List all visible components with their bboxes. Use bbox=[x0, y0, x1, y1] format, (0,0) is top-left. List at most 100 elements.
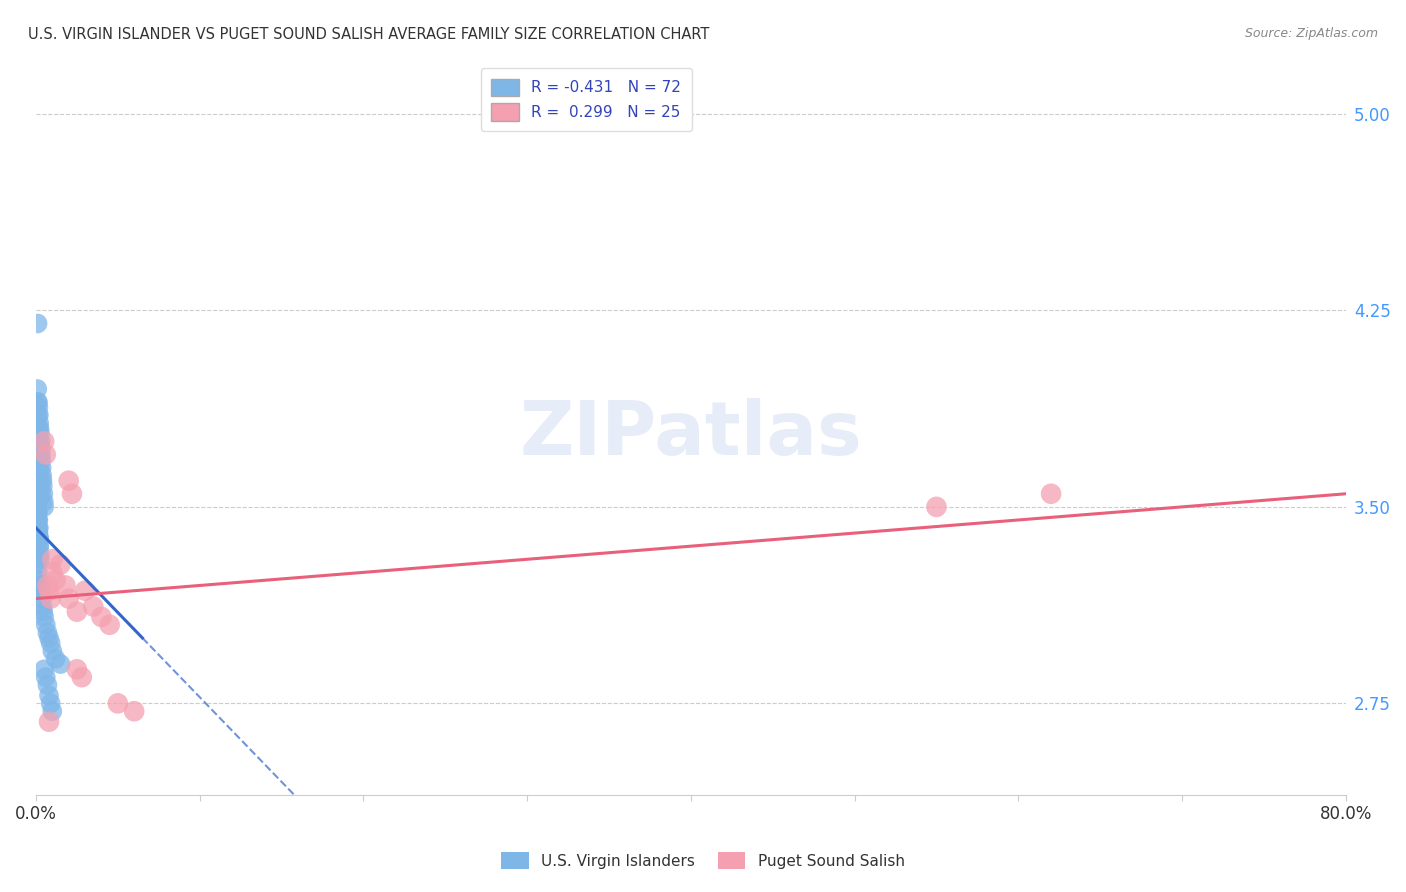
Point bbox=[27, 526, 49, 541]
Point bbox=[25, 487, 48, 501]
Point bbox=[28, 421, 51, 435]
Point bbox=[39, 636, 62, 650]
Point bbox=[27, 573, 49, 587]
Point bbox=[27, 408, 49, 422]
Point bbox=[27, 521, 49, 535]
Point bbox=[28, 532, 51, 546]
Point bbox=[49, 558, 72, 572]
Point bbox=[30, 442, 52, 457]
Point bbox=[107, 697, 129, 711]
Point bbox=[45, 652, 67, 666]
Point bbox=[60, 487, 83, 501]
Point bbox=[30, 487, 52, 501]
Point bbox=[31, 599, 53, 614]
Point bbox=[35, 617, 58, 632]
Legend: U.S. Virgin Islanders, Puget Sound Salish: U.S. Virgin Islanders, Puget Sound Salis… bbox=[495, 846, 911, 875]
Point bbox=[28, 583, 51, 598]
Point bbox=[27, 401, 49, 415]
Point bbox=[27, 513, 49, 527]
Point bbox=[28, 521, 51, 535]
Point bbox=[49, 657, 72, 671]
Point bbox=[28, 532, 51, 546]
Point bbox=[45, 573, 67, 587]
Point bbox=[31, 460, 53, 475]
Point bbox=[27, 317, 49, 331]
Point bbox=[37, 625, 59, 640]
Point bbox=[28, 426, 51, 441]
Point bbox=[28, 408, 51, 422]
Point bbox=[28, 474, 51, 488]
Point bbox=[73, 583, 96, 598]
Point bbox=[41, 566, 63, 580]
Point bbox=[122, 704, 145, 718]
Point bbox=[32, 500, 55, 514]
Point bbox=[30, 434, 52, 449]
Point bbox=[82, 599, 104, 614]
Point bbox=[28, 434, 51, 449]
Point bbox=[37, 578, 59, 592]
Point bbox=[90, 610, 112, 624]
Point bbox=[31, 474, 53, 488]
Point bbox=[70, 670, 93, 684]
Point bbox=[925, 500, 948, 514]
Point bbox=[27, 558, 49, 572]
Point bbox=[27, 513, 49, 527]
Point bbox=[28, 547, 51, 561]
Point bbox=[27, 566, 49, 580]
Point bbox=[27, 521, 49, 535]
Point bbox=[32, 662, 55, 676]
Point bbox=[35, 448, 58, 462]
Point bbox=[27, 526, 49, 541]
Point bbox=[30, 452, 52, 467]
Point bbox=[38, 689, 60, 703]
Point bbox=[66, 662, 89, 676]
Point bbox=[38, 714, 60, 729]
Point bbox=[1040, 487, 1063, 501]
Legend: R = -0.431   N = 72, R =  0.299   N = 25: R = -0.431 N = 72, R = 0.299 N = 25 bbox=[481, 68, 692, 131]
Point bbox=[31, 591, 53, 606]
Point bbox=[28, 448, 51, 462]
Point bbox=[98, 617, 121, 632]
Point bbox=[27, 505, 49, 519]
Point bbox=[28, 578, 51, 592]
Point bbox=[32, 494, 55, 508]
Text: U.S. VIRGIN ISLANDER VS PUGET SOUND SALISH AVERAGE FAMILY SIZE CORRELATION CHART: U.S. VIRGIN ISLANDER VS PUGET SOUND SALI… bbox=[28, 27, 710, 42]
Point bbox=[28, 539, 51, 553]
Point bbox=[28, 539, 51, 553]
Point bbox=[37, 678, 59, 692]
Point bbox=[31, 479, 53, 493]
Point bbox=[39, 591, 62, 606]
Point bbox=[28, 416, 51, 430]
Point bbox=[32, 605, 55, 619]
Point bbox=[25, 382, 48, 396]
Point bbox=[32, 487, 55, 501]
Point bbox=[30, 583, 52, 598]
Point bbox=[35, 670, 58, 684]
Point bbox=[58, 474, 80, 488]
Point bbox=[58, 591, 80, 606]
Text: ZIPatlas: ZIPatlas bbox=[520, 399, 862, 471]
Point bbox=[30, 448, 52, 462]
Point bbox=[66, 605, 89, 619]
Point bbox=[27, 513, 49, 527]
Point bbox=[41, 644, 63, 658]
Point bbox=[28, 532, 51, 546]
Point bbox=[41, 704, 63, 718]
Point bbox=[32, 434, 55, 449]
Text: Source: ZipAtlas.com: Source: ZipAtlas.com bbox=[1244, 27, 1378, 40]
Point bbox=[25, 505, 48, 519]
Point bbox=[32, 610, 55, 624]
Point bbox=[38, 583, 60, 598]
Point bbox=[39, 697, 62, 711]
Point bbox=[28, 578, 51, 592]
Point bbox=[28, 552, 51, 566]
Point bbox=[27, 395, 49, 409]
Point bbox=[31, 468, 53, 483]
Point bbox=[55, 578, 77, 592]
Point bbox=[28, 460, 51, 475]
Point bbox=[27, 494, 49, 508]
Point bbox=[27, 395, 49, 409]
Point bbox=[38, 631, 60, 645]
Point bbox=[27, 421, 49, 435]
Point bbox=[25, 474, 48, 488]
